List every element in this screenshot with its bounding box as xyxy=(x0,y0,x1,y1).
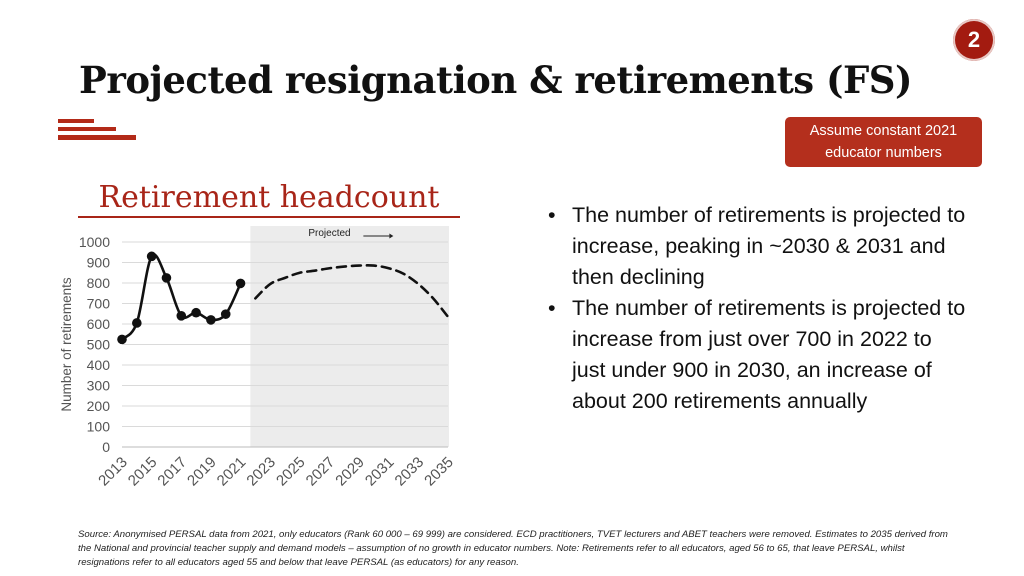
data-point xyxy=(146,251,157,262)
x-tick-label: 2015 xyxy=(125,454,161,490)
y-tick-label: 200 xyxy=(87,398,111,414)
data-point xyxy=(191,307,201,318)
assumption-note: Assume constant 2021 educator numbers xyxy=(785,117,982,167)
data-point xyxy=(161,273,172,283)
x-tick-label: 2023 xyxy=(243,454,279,490)
x-tick-label: 2013 xyxy=(95,454,131,490)
projection-arrow-head xyxy=(389,233,394,239)
y-tick-label: 400 xyxy=(87,357,111,373)
data-point xyxy=(132,318,142,328)
data-point xyxy=(176,311,187,321)
assumption-note-line-2: educator numbers xyxy=(825,145,942,161)
x-tick-label: 2029 xyxy=(332,454,368,490)
projection-label: Projected xyxy=(308,228,350,239)
assumption-note-line-1: Assume constant 2021 xyxy=(809,123,958,139)
y-tick-label: 0 xyxy=(102,439,110,455)
y-tick-label: 700 xyxy=(87,296,111,312)
page-number-badge: 2 xyxy=(953,19,995,61)
page-title: Projected resignation & retirements (FS) xyxy=(79,58,913,102)
x-tick-label: 2031 xyxy=(362,454,398,490)
y-tick-label: 500 xyxy=(87,337,111,353)
x-tick-label: 2017 xyxy=(154,454,190,490)
y-tick-label: 600 xyxy=(87,316,111,332)
x-tick-label: 2027 xyxy=(303,454,339,490)
projected-series-line xyxy=(254,264,450,319)
data-point xyxy=(117,334,127,345)
data-point xyxy=(206,315,216,325)
y-tick-label: 300 xyxy=(87,378,111,394)
y-tick-label: 900 xyxy=(87,255,111,271)
chart-title-underline xyxy=(78,216,460,218)
x-tick-label: 2035 xyxy=(421,454,457,490)
x-tick-label: 2021 xyxy=(214,454,250,490)
key-findings-list: The number of retirements is projected t… xyxy=(548,200,968,417)
data-point xyxy=(220,309,231,319)
y-tick-label: 100 xyxy=(87,419,111,435)
finding-item: The number of retirements is projected t… xyxy=(548,293,968,417)
source-note: Source: Anonymised PERSAL data from 2021… xyxy=(78,529,948,568)
chart-title: Retirement headcount xyxy=(98,180,440,215)
logo-bars-icon xyxy=(58,119,138,143)
data-point xyxy=(235,278,246,289)
x-tick-label: 2033 xyxy=(392,454,428,490)
y-tick-label: 1000 xyxy=(79,234,110,250)
finding-item: The number of retirements is projected t… xyxy=(548,200,968,293)
y-axis-label: Number of retirements xyxy=(59,277,74,412)
x-tick-label: 2019 xyxy=(184,454,220,490)
x-tick-label: 2025 xyxy=(273,454,309,490)
y-tick-label: 800 xyxy=(87,275,111,291)
retirement-chart: Projected 0 100 200 300 400 500 600 700 800 900 100… xyxy=(59,226,457,490)
projection-region xyxy=(250,226,449,447)
